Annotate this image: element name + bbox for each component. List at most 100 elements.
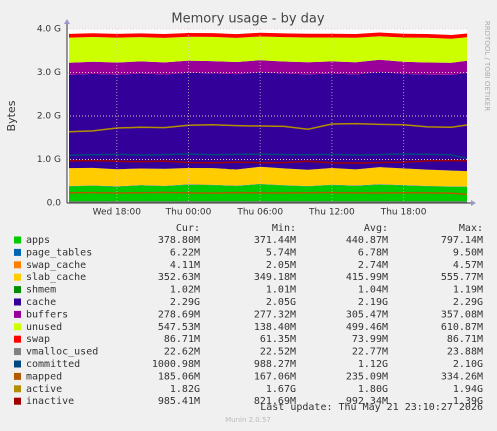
- stat-value: 1.39G: [453, 396, 483, 407]
- stat-value: 988.27M: [254, 359, 296, 370]
- stat-value: 277.32M: [254, 309, 296, 320]
- stat-value: 61.35M: [260, 334, 296, 345]
- version: Munin 2.0.57: [225, 416, 271, 424]
- stat-value: 5.74M: [266, 247, 296, 258]
- area-page-tables: [69, 183, 467, 187]
- last-update: Last update: Thu May 21 23:10:27 2026: [260, 402, 483, 413]
- stat-value: 2.05G: [266, 297, 296, 308]
- stat-value: 985.41M: [158, 396, 200, 407]
- stat-header: Min:: [272, 223, 296, 234]
- stat-value: 992.34M: [346, 396, 388, 407]
- area-unused: [69, 36, 467, 63]
- stat-value: 352.63M: [158, 272, 200, 283]
- stat-value: 22.52M: [260, 347, 296, 358]
- line-active: [68, 122, 467, 133]
- x-arrow: [471, 200, 476, 206]
- stat-value: 305.47M: [346, 309, 388, 320]
- legend-label: committed: [26, 359, 80, 370]
- legend-label: mapped: [26, 371, 62, 382]
- line-mapped: [68, 191, 467, 196]
- y-tick-label: 4.0 G: [37, 25, 61, 35]
- stat-value: 22.77M: [352, 347, 388, 358]
- legend-label: shmem: [26, 285, 56, 296]
- stat-value: 185.06M: [158, 371, 200, 382]
- x-tick-label: Wed 18:00: [93, 208, 142, 218]
- stat-value: 23.88M: [447, 347, 483, 358]
- legend-swatch: [14, 372, 21, 380]
- legend-label: active: [26, 384, 62, 395]
- legend-label: vmalloc_used: [26, 347, 98, 358]
- legend-swatch: [14, 397, 21, 405]
- stat-value: 378.80M: [158, 235, 200, 246]
- stat-value: 499.46M: [346, 322, 388, 333]
- chart-title: Memory usage - by day: [171, 12, 324, 27]
- legend-swatch: [14, 348, 21, 356]
- legend-swatch: [14, 323, 21, 331]
- legend-swatch: [14, 298, 21, 306]
- stat-value: 6.22M: [170, 247, 200, 258]
- legend-label: swap_cache: [26, 260, 86, 271]
- stat-value: 349.18M: [254, 272, 296, 283]
- x-tick-label: Thu 12:00: [308, 208, 355, 218]
- area-swap: [69, 32, 467, 39]
- legend-swatch: [14, 385, 21, 393]
- stat-value: 1.04M: [358, 285, 388, 296]
- stat-value: 278.69M: [158, 309, 200, 320]
- stat-value: 547.53M: [158, 322, 200, 333]
- stat-value: 610.87M: [441, 322, 483, 333]
- stat-value: 2.74M: [358, 260, 388, 271]
- stat-value: 138.40M: [254, 322, 296, 333]
- legend-label: apps: [26, 235, 50, 246]
- stat-value: 357.08M: [441, 309, 483, 320]
- stat-value: 1.12G: [358, 359, 388, 370]
- y-tick-label: 0.0: [47, 199, 62, 209]
- stat-value: 2.29G: [453, 297, 483, 308]
- line-committed: [68, 153, 467, 160]
- legend-label: unused: [26, 322, 62, 333]
- stat-value: 821.69M: [254, 396, 296, 407]
- stat-value: 1.19M: [453, 285, 483, 296]
- legend-swatch: [14, 236, 21, 244]
- legend-label: cache: [26, 297, 56, 308]
- y-tick-label: 3.0 G: [37, 68, 61, 78]
- y-tick-label: 1.0 G: [37, 155, 61, 165]
- stat-value: 73.99M: [352, 334, 388, 345]
- area-cache: [69, 71, 467, 172]
- y-arrow: [64, 19, 70, 24]
- legend-label: inactive: [26, 396, 74, 407]
- stat-value: 1.94G: [453, 384, 483, 395]
- legend-swatch: [14, 248, 21, 256]
- stat-value: 22.62M: [164, 347, 200, 358]
- stat-value: 555.77M: [441, 272, 483, 283]
- stat-value: 9.50M: [453, 247, 483, 258]
- stat-value: 2.19G: [358, 297, 388, 308]
- line-inactive: [68, 159, 467, 164]
- stat-value: 6.78M: [358, 247, 388, 258]
- stat-header: Cur:: [176, 223, 200, 234]
- stat-value: 1.80G: [358, 384, 388, 395]
- stat-value: 1.02M: [170, 285, 200, 296]
- stat-value: 4.57M: [453, 260, 483, 271]
- stat-header: Avg:: [364, 223, 388, 234]
- stat-value: 371.44M: [254, 235, 296, 246]
- area-slab-cache: [69, 166, 467, 187]
- stat-value: 86.71M: [447, 334, 483, 345]
- stat-value: 167.06M: [254, 371, 296, 382]
- legend-label: swap: [26, 334, 50, 345]
- stat-value: 1.67G: [266, 384, 296, 395]
- stat-header: Max:: [459, 223, 483, 234]
- stat-value: 1.01M: [266, 285, 296, 296]
- stat-value: 415.99M: [346, 272, 388, 283]
- stat-value: 440.87M: [346, 235, 388, 246]
- legend-swatch: [14, 261, 21, 269]
- stat-value: 2.05M: [266, 260, 296, 271]
- stat-value: 1000.98M: [152, 359, 200, 370]
- y-tick-label: 2.0 G: [37, 112, 61, 122]
- x-tick-label: Thu 00:00: [165, 208, 212, 218]
- plot: [68, 32, 467, 203]
- x-tick-label: Thu 06:00: [236, 208, 283, 218]
- x-tick-label: Thu 18:00: [380, 208, 427, 218]
- legend-swatch: [14, 360, 21, 368]
- stat-value: 235.09M: [346, 371, 388, 382]
- stat-value: 2.10G: [453, 359, 483, 370]
